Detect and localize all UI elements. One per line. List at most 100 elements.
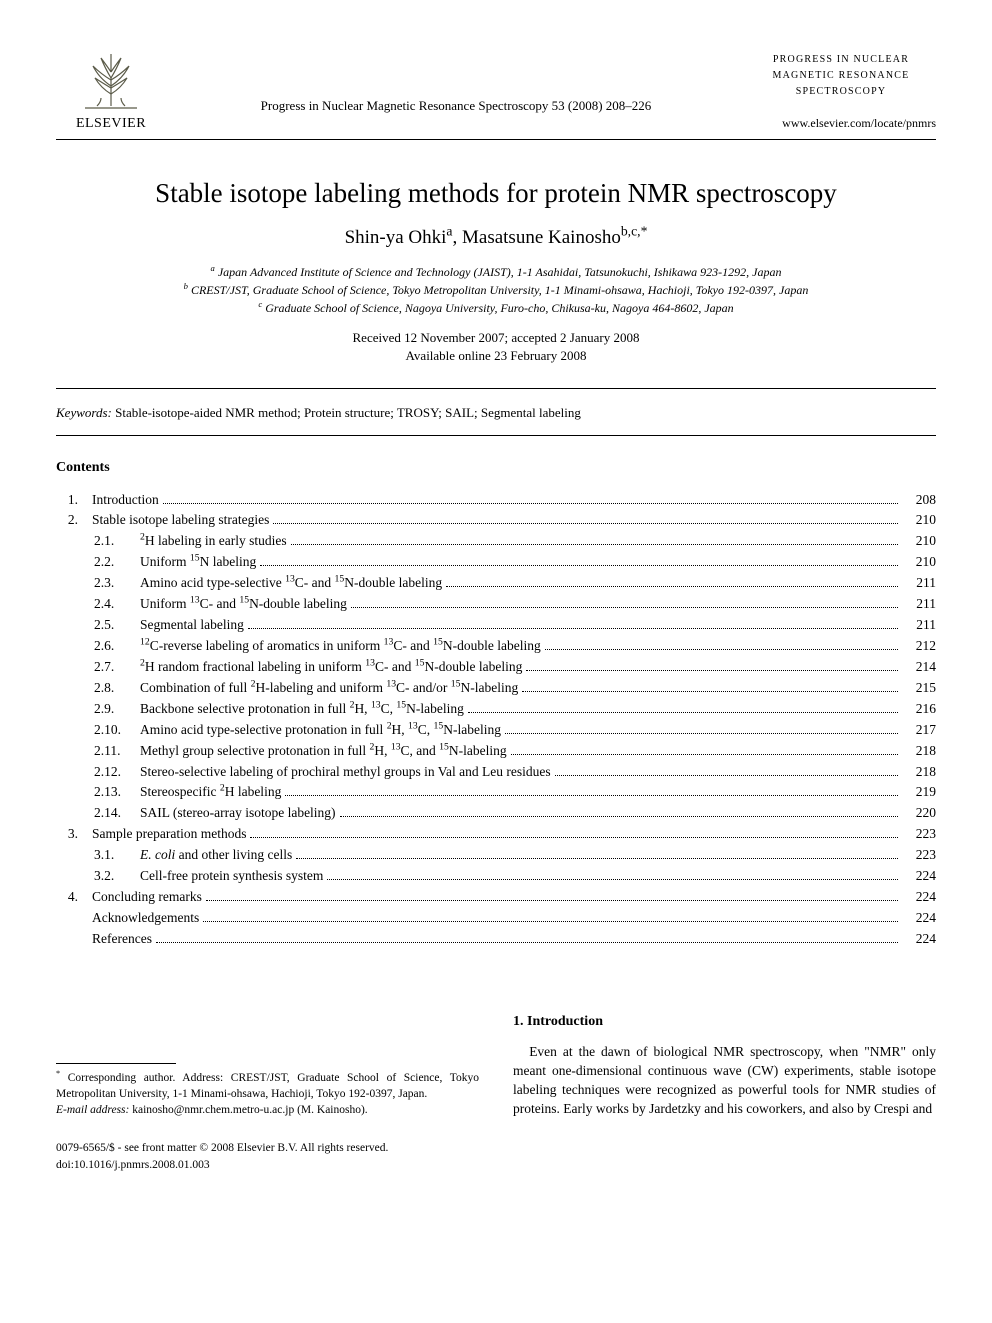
rule-mid-1 — [56, 388, 936, 389]
available-online: Available online 23 February 2008 — [56, 347, 936, 365]
toc-subnum: 2.3. — [92, 573, 140, 594]
toc-dot-leader — [291, 544, 898, 545]
toc-row: References224 — [56, 929, 936, 950]
toc-row: 3.2.Cell-free protein synthesis system22… — [56, 866, 936, 887]
received-accepted: Received 12 November 2007; accepted 2 Ja… — [56, 329, 936, 347]
toc-text: Stable isotope labeling strategies — [92, 510, 269, 531]
intro-paragraph: Even at the dawn of biological NMR spect… — [513, 1042, 936, 1119]
toc-page: 224 — [902, 887, 936, 908]
toc-text: Combination of full 2H-labeling and unif… — [140, 678, 518, 699]
toc-page: 210 — [902, 531, 936, 552]
email-value: kainosho@nmr.chem.metro-u.ac.jp — [132, 1104, 294, 1116]
toc-subnum: 2.12. — [92, 762, 140, 783]
toc-num: 1. — [56, 490, 92, 511]
toc-page: 215 — [902, 678, 936, 699]
toc-page: 211 — [902, 573, 936, 594]
toc-subnum: 2.14. — [92, 803, 140, 824]
toc-row: 4.Concluding remarks224 — [56, 887, 936, 908]
toc-text: Segmental labeling — [140, 615, 244, 636]
toc-page: 211 — [902, 594, 936, 615]
toc-row: 3.1.E. coli and other living cells223 — [56, 845, 936, 866]
toc-text: Methyl group selective protonation in fu… — [140, 741, 507, 762]
toc-dot-leader — [351, 607, 898, 608]
email-label: E-mail address: — [56, 1104, 129, 1116]
toc-page: 218 — [902, 741, 936, 762]
keywords-row: Keywords: Stable-isotope-aided NMR metho… — [56, 405, 936, 421]
toc-dot-leader — [468, 712, 898, 713]
toc-page: 217 — [902, 720, 936, 741]
authors: Shin-ya Ohkia, Masatsune Kainoshob,c,* — [56, 227, 936, 249]
toc-row: 2.8.Combination of full 2H-labeling and … — [56, 678, 936, 699]
toc-page: 218 — [902, 762, 936, 783]
toc-page: 210 — [902, 510, 936, 531]
elsevier-tree-logo-icon — [79, 48, 143, 112]
toc-page: 224 — [902, 929, 936, 950]
toc-subnum: 2.13. — [92, 782, 140, 803]
toc-dot-leader — [273, 523, 898, 524]
keywords-label: Keywords: — [56, 405, 112, 420]
toc-text: Backbone selective protonation in full 2… — [140, 699, 464, 720]
journal-title-block: PROGRESS IN NUCLEAR MAGNETIC RESONANCE S… — [746, 48, 936, 133]
journal-url: www.elsevier.com/locate/pnmrs — [746, 114, 936, 133]
contents-heading: Contents — [56, 460, 936, 476]
toc-row: 2.7.2H random fractional labeling in uni… — [56, 657, 936, 678]
toc-text: Uniform 13C- and 15N-double labeling — [140, 594, 347, 615]
journal-reference: Progress in Nuclear Magnetic Resonance S… — [166, 48, 746, 114]
toc-page: 223 — [902, 824, 936, 845]
toc-text: Introduction — [92, 490, 159, 511]
rule-top — [56, 139, 936, 140]
toc-row: 2.13.Stereospecific 2H labeling219 — [56, 782, 936, 803]
toc-num: 4. — [56, 887, 92, 908]
toc-dot-leader — [555, 775, 898, 776]
journal-title-line: PROGRESS IN NUCLEAR — [746, 52, 936, 68]
copyright-line: 0079-6565/$ - see front matter © 2008 El… — [56, 1140, 936, 1156]
journal-title-line: SPECTROSCOPY — [746, 84, 936, 100]
toc-dot-leader — [526, 670, 898, 671]
toc-text: Stereospecific 2H labeling — [140, 782, 281, 803]
toc-dot-leader — [248, 628, 898, 629]
toc-page: 208 — [902, 490, 936, 511]
toc-dot-leader — [522, 691, 898, 692]
toc-dot-leader — [156, 942, 898, 943]
intro-heading: 1. Introduction — [513, 1014, 936, 1030]
toc-subnum: 2.10. — [92, 720, 140, 741]
toc-dot-leader — [285, 795, 898, 796]
toc-text: E. coli and other living cells — [140, 845, 292, 866]
toc-subnum: 2.1. — [92, 531, 140, 552]
toc-row: 2.4.Uniform 13C- and 15N-double labeling… — [56, 594, 936, 615]
toc-text: Stereo-selective labeling of prochiral m… — [140, 762, 551, 783]
toc-row: 2.3.Amino acid type-selective 13C- and 1… — [56, 573, 936, 594]
two-column-body: * Corresponding author. Address: CREST/J… — [56, 1014, 936, 1119]
toc-page: 211 — [902, 615, 936, 636]
toc-subnum: 2.9. — [92, 699, 140, 720]
toc-row: 1.Introduction 208 — [56, 490, 936, 511]
affiliation-c: c Graduate School of Science, Nagoya Uni… — [56, 299, 936, 317]
toc-text: Amino acid type-selective protonation in… — [140, 720, 501, 741]
toc-row: 2.10.Amino acid type-selective protonati… — [56, 720, 936, 741]
toc-row: Acknowledgements 224 — [56, 908, 936, 929]
keywords-values: Stable-isotope-aided NMR method; Protein… — [115, 405, 581, 420]
email-tail: (M. Kainosho). — [297, 1104, 368, 1116]
toc-row: 2.5.Segmental labeling211 — [56, 615, 936, 636]
toc-row: 2.14.SAIL (stereo-array isotope labeling… — [56, 803, 936, 824]
toc-text: Acknowledgements — [92, 908, 199, 929]
toc-page: 214 — [902, 657, 936, 678]
toc-subnum: 2.11. — [92, 741, 140, 762]
toc-subnum: 2.6. — [92, 636, 140, 657]
toc-page: 223 — [902, 845, 936, 866]
toc-dot-leader — [206, 900, 898, 901]
toc-row: 2.Stable isotope labeling strategies210 — [56, 510, 936, 531]
toc-page: 224 — [902, 908, 936, 929]
toc-row: 2.6.12C-reverse labeling of aromatics in… — [56, 636, 936, 657]
toc-subnum: 2.2. — [92, 552, 140, 573]
table-of-contents: 1.Introduction2082.Stable isotope labeli… — [56, 490, 936, 950]
toc-dot-leader — [545, 649, 898, 650]
toc-dot-leader — [505, 733, 898, 734]
footnote-rule — [56, 1063, 176, 1064]
publisher-name: ELSEVIER — [76, 116, 146, 132]
toc-page: 216 — [902, 699, 936, 720]
toc-subnum: 2.8. — [92, 678, 140, 699]
toc-text: SAIL (stereo-array isotope labeling) — [140, 803, 336, 824]
footer-meta: 0079-6565/$ - see front matter © 2008 El… — [56, 1140, 936, 1172]
toc-dot-leader — [260, 565, 898, 566]
